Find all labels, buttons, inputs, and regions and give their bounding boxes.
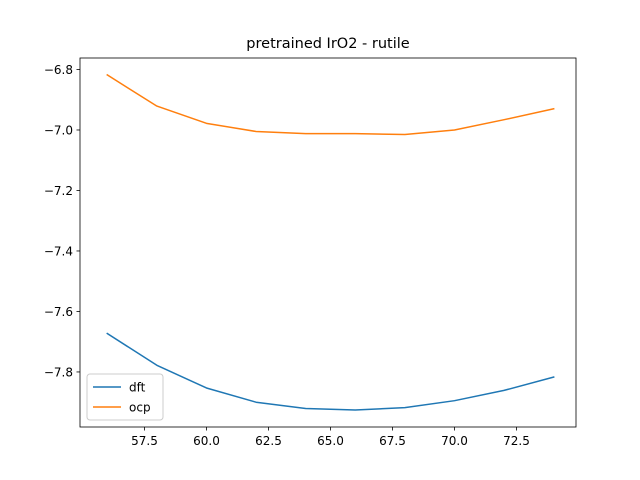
y-tick-label: −7.6	[44, 305, 73, 319]
x-tick-label: 62.5	[255, 434, 282, 448]
legend-box	[86, 373, 164, 421]
x-tick-label: 70.0	[441, 434, 468, 448]
legend-label-dft: dft	[129, 380, 146, 394]
y-tick-label: −7.4	[44, 244, 73, 258]
y-tick-label: −7.2	[44, 184, 73, 198]
y-tick-label: −6.8	[44, 63, 73, 77]
series-line-dft	[106, 332, 555, 411]
x-tick-label: 72.5	[503, 434, 530, 448]
x-tick-label: 65.0	[317, 434, 344, 448]
x-tick-label: 60.0	[193, 434, 220, 448]
plot-frame	[79, 57, 577, 428]
legend: dft ocp	[86, 373, 164, 421]
y-axis: −7.8 −7.6 −7.4 −7.2 −7.0 −6.8	[44, 63, 80, 379]
y-tick-label: −7.8	[44, 365, 73, 379]
series-layer	[106, 73, 555, 411]
series-line-ocp	[106, 73, 555, 136]
x-tick-label: 57.5	[131, 434, 158, 448]
x-axis: 57.5 60.0 62.5 65.0 67.5 70.0 72.5	[131, 427, 530, 448]
chart-title: pretrained IrO2 - rutile	[246, 36, 409, 52]
legend-label-ocp: ocp	[129, 400, 151, 414]
y-tick-label: −7.0	[44, 123, 73, 137]
plot-area	[80, 58, 576, 427]
x-tick-label: 67.5	[379, 434, 406, 448]
